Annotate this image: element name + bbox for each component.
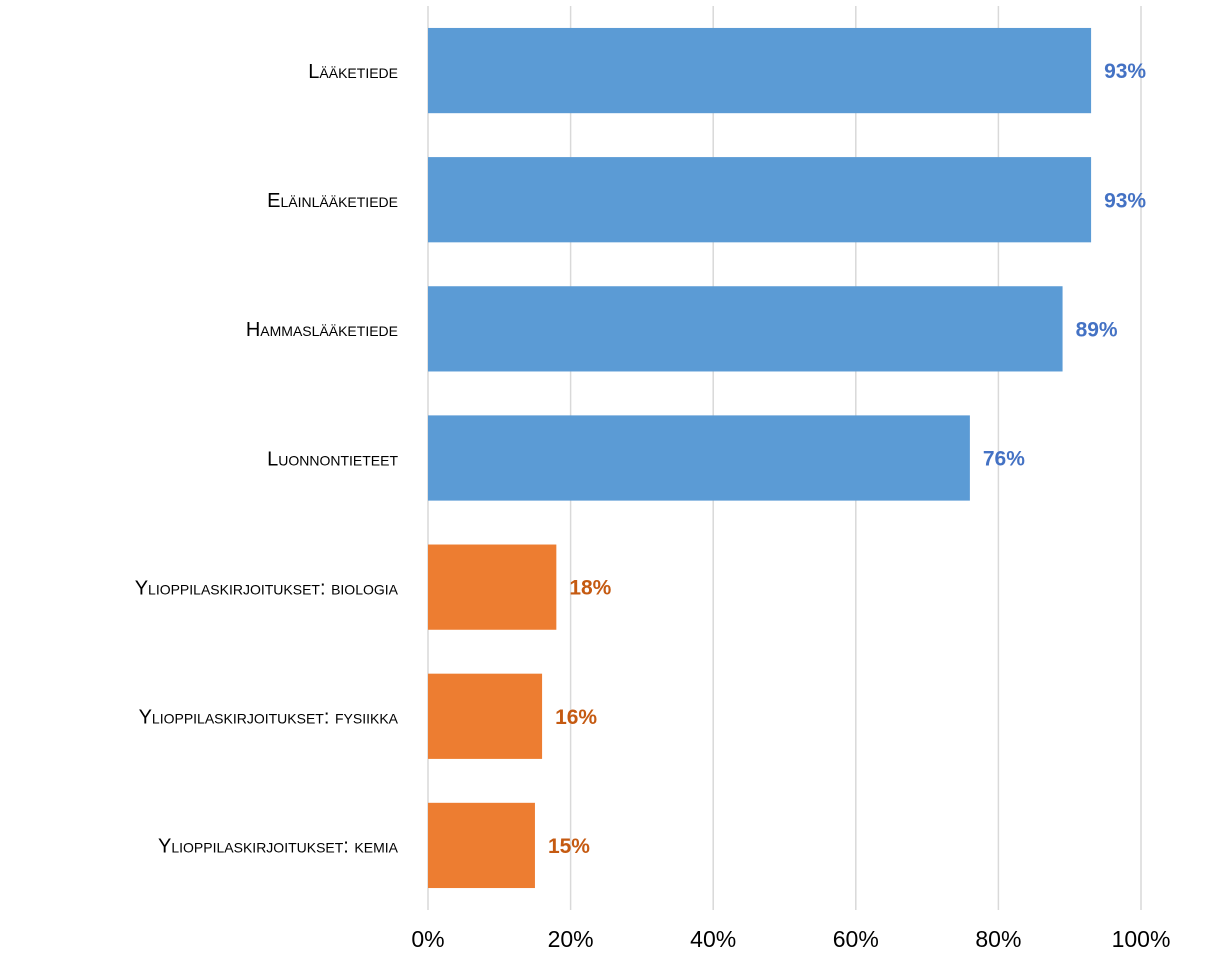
bar xyxy=(428,27,1092,114)
y-tick-label: Hammaslääketiede xyxy=(246,319,398,341)
bar xyxy=(428,415,970,501)
data-label: 18% xyxy=(569,577,611,600)
y-tick-label: Eläinlääketiede xyxy=(267,190,398,212)
x-tick-label: 20% xyxy=(548,926,594,952)
y-tick-label: Ylioppilaskirjoitukset: fysiikka xyxy=(139,707,399,729)
data-label: 93% xyxy=(1104,60,1146,83)
bar xyxy=(428,157,1092,243)
x-tick-label: 40% xyxy=(690,926,736,952)
y-tick-label: Ylioppilaskirjoitukset: kemia xyxy=(158,836,399,858)
y-tick-label: Luonnontieteet xyxy=(267,448,398,470)
bar xyxy=(428,544,557,630)
x-tick-label: 80% xyxy=(975,926,1021,952)
data-label: 89% xyxy=(1076,318,1118,341)
data-label: 16% xyxy=(555,706,597,729)
data-label: 93% xyxy=(1104,189,1146,212)
x-tick-label: 60% xyxy=(833,926,879,952)
data-label: 15% xyxy=(548,835,590,858)
data-label: 76% xyxy=(983,448,1025,471)
x-tick-label: 100% xyxy=(1112,926,1171,952)
bar xyxy=(428,286,1063,372)
y-tick-label: Ylioppilaskirjoitukset: biologia xyxy=(135,577,399,599)
bar xyxy=(428,802,535,889)
y-tick-label: Lääketiede xyxy=(308,61,398,83)
x-tick-label: 0% xyxy=(411,926,444,952)
bar xyxy=(428,673,543,759)
